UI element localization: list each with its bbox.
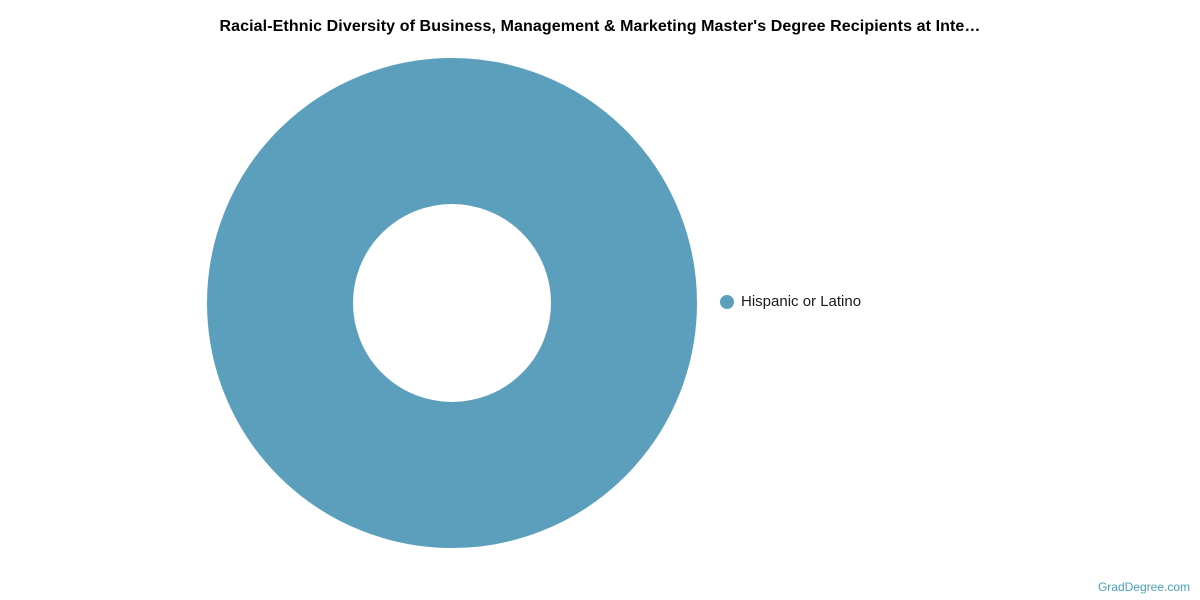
watermark-link[interactable]: GradDegree.com	[1097, 580, 1190, 594]
chart-title: Racial-Ethnic Diversity of Business, Man…	[219, 18, 981, 35]
legend-item[interactable]: Hispanic or Latino	[720, 293, 861, 310]
legend: Hispanic or Latino	[720, 293, 861, 310]
legend-marker-icon	[720, 294, 734, 309]
legend-label: Hispanic or Latino	[741, 293, 862, 310]
donut-slice-hispanic-or-latino[interactable]	[207, 58, 697, 548]
